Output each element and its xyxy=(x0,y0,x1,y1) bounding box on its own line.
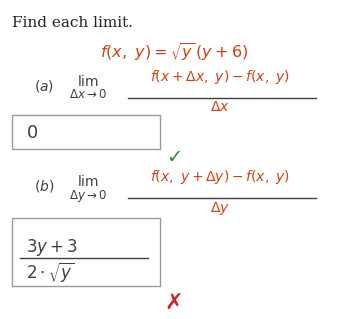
Text: Find each limit.: Find each limit. xyxy=(12,16,133,30)
FancyBboxPatch shape xyxy=(12,218,160,286)
Text: $2 \cdot \sqrt{y}$: $2 \cdot \sqrt{y}$ xyxy=(26,261,75,285)
Text: $(b)$: $(b)$ xyxy=(34,178,54,194)
Text: $\Delta y \to 0$: $\Delta y \to 0$ xyxy=(69,188,107,204)
Text: $f(x,\ y) = \sqrt{y}\,(y + 6)$: $f(x,\ y) = \sqrt{y}\,(y + 6)$ xyxy=(100,42,248,64)
Text: $\lim$: $\lim$ xyxy=(77,174,99,189)
Text: $\lim$: $\lim$ xyxy=(77,74,99,89)
Text: ✓: ✓ xyxy=(166,148,182,167)
Text: $f(x,\ y + \Delta y) - f(x,\ y)$: $f(x,\ y + \Delta y) - f(x,\ y)$ xyxy=(150,168,290,186)
Text: $\Delta y$: $\Delta y$ xyxy=(210,200,230,217)
Text: ✗: ✗ xyxy=(165,293,183,313)
Text: $\Delta x$: $\Delta x$ xyxy=(210,100,230,114)
Text: $f(x + \Delta x,\ y) - f(x,\ y)$: $f(x + \Delta x,\ y) - f(x,\ y)$ xyxy=(150,68,290,86)
Text: $\Delta x \to 0$: $\Delta x \to 0$ xyxy=(69,88,107,101)
FancyBboxPatch shape xyxy=(12,115,160,149)
Text: $(a)$: $(a)$ xyxy=(34,78,54,94)
Text: $0$: $0$ xyxy=(26,124,38,142)
Text: $3y + 3$: $3y + 3$ xyxy=(26,237,78,258)
